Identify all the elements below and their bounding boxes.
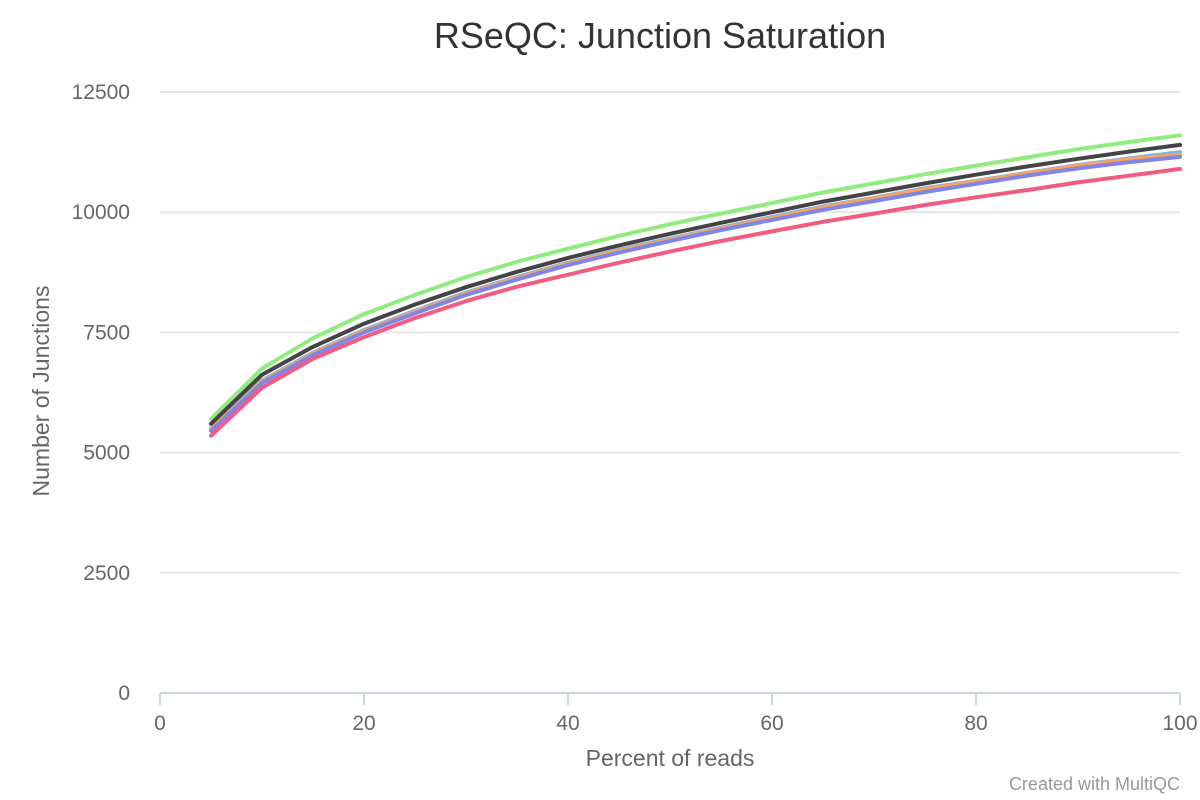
x-tick-label: 20 (352, 712, 375, 735)
x-axis-tick-labels: 0 20 40 60 80 100 (154, 712, 1197, 735)
x-tick-label: 40 (556, 712, 579, 735)
series-lines (211, 135, 1180, 436)
credits-link[interactable]: Created with MultiQC (1009, 774, 1180, 794)
y-tick-label: 0 (118, 682, 130, 705)
chart-title: RSeQC: Junction Saturation (434, 15, 886, 56)
y-tick-label: 5000 (83, 442, 130, 465)
y-tick-label: 10000 (72, 201, 130, 224)
x-tick-label: 60 (760, 712, 783, 735)
series-line-2[interactable] (211, 155, 1180, 430)
series-line-3[interactable] (211, 157, 1180, 431)
series-line-4[interactable] (211, 169, 1180, 436)
series-line-1[interactable] (211, 152, 1180, 429)
x-axis-label: Percent of reads (586, 745, 755, 771)
y-axis-label: Number of Junctions (28, 286, 54, 497)
series-line-6[interactable] (211, 145, 1180, 424)
y-tick-label: 2500 (83, 562, 130, 585)
gridlines (160, 92, 1180, 573)
y-tick-label: 7500 (83, 321, 130, 344)
y-tick-label: 12500 (72, 81, 130, 104)
x-tick-label: 80 (964, 712, 987, 735)
x-tick-label: 100 (1162, 712, 1197, 735)
series-line-5[interactable] (211, 135, 1180, 419)
y-axis-tick-labels: 0 2500 5000 7500 10000 12500 (72, 81, 130, 705)
x-tick-label: 0 (154, 712, 166, 735)
x-axis (160, 693, 1180, 705)
